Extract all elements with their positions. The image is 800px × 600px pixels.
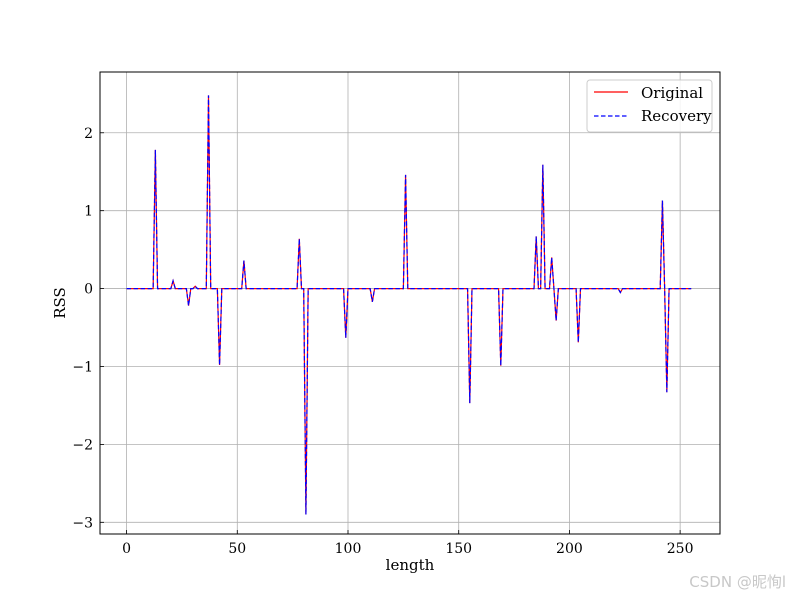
y-tick-label: −1 bbox=[72, 359, 93, 375]
y-tick-label: −3 bbox=[72, 515, 93, 531]
y-tick-label: −2 bbox=[72, 437, 93, 453]
plot-frame bbox=[99, 71, 721, 535]
legend-recovery-label: Recovery bbox=[641, 107, 712, 125]
x-tick-label: 100 bbox=[335, 541, 362, 557]
y-tick-label: 2 bbox=[84, 126, 93, 142]
y-axis-label: RSS bbox=[51, 287, 69, 319]
y-axis: −3 −2 −1 0 1 2 bbox=[72, 126, 104, 531]
x-tick-label: 0 bbox=[122, 541, 131, 557]
legend-box bbox=[586, 79, 713, 133]
y-tick-label: 0 bbox=[84, 282, 93, 298]
watermark: CSDN @昵恂l bbox=[689, 573, 786, 591]
series-line-recovery bbox=[126, 95, 692, 515]
x-tick-label: 200 bbox=[556, 541, 583, 557]
legend: Original Recovery bbox=[586, 79, 713, 133]
series-layer bbox=[126, 95, 692, 515]
x-axis: 0 50 100 150 200 250 bbox=[122, 530, 694, 557]
x-tick-label: 250 bbox=[667, 541, 694, 557]
y-tick-label: 1 bbox=[84, 204, 93, 220]
x-tick-label: 50 bbox=[228, 541, 246, 557]
x-tick-label: 150 bbox=[445, 541, 472, 557]
legend-original-label: Original bbox=[641, 84, 703, 102]
x-axis-label: length bbox=[386, 556, 435, 574]
